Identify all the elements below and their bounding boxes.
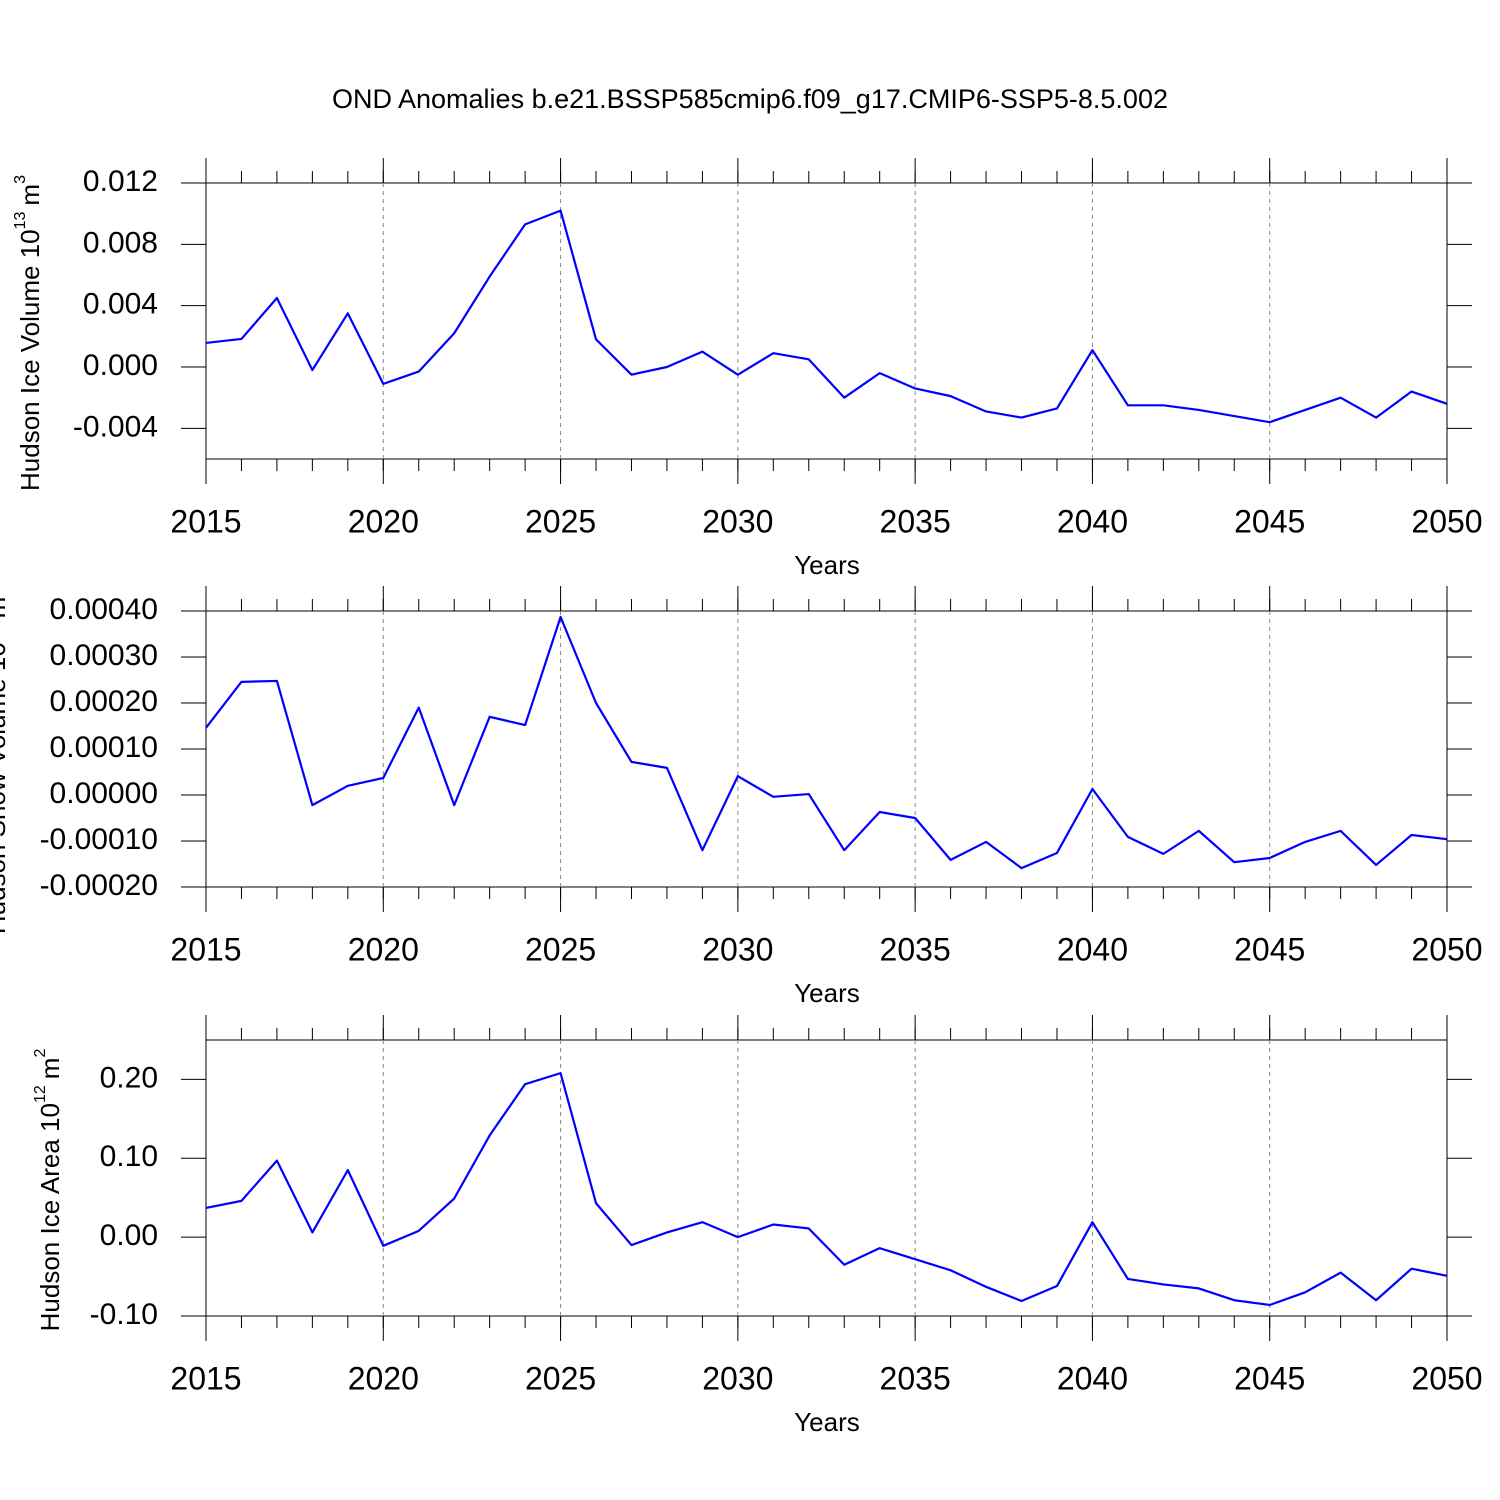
y-tick-label: -0.10 (90, 1298, 158, 1331)
y-axis-label-unit: m (0, 597, 11, 619)
x-axis-label: Years (794, 978, 860, 1008)
plot-frame (205, 182, 1448, 460)
x-tick-label: 2045 (1234, 503, 1305, 539)
x-axis-label: Years (794, 1407, 860, 1437)
x-axis-label: Years (794, 550, 860, 580)
x-tick-label: 2020 (348, 931, 419, 967)
y-tick-label: -0.004 (73, 410, 158, 443)
y-axis-label-text: Hudson Snow Volume 10 (0, 642, 11, 934)
y-axis-label-unit-exponent: 2 (32, 1049, 49, 1058)
x-tick-label: 2025 (525, 1360, 596, 1396)
y-axis-label: Hudson Snow Volume 1013m3 (0, 588, 11, 934)
y-tick-label: 0.00020 (50, 685, 158, 718)
y-tick-label: 0.00000 (50, 777, 158, 810)
y-axis-label-text: Hudson Ice Volume 10 (15, 229, 45, 491)
y-tick-label: 0.00010 (50, 731, 158, 764)
x-tick-label: 2025 (525, 931, 596, 967)
x-tick-label: 2015 (170, 503, 241, 539)
x-tick-label: 2035 (880, 503, 951, 539)
y-tick-label: 0.004 (83, 288, 158, 321)
x-tick-label: 2025 (525, 503, 596, 539)
chart-title: OND Anomalies b.e21.BSSP585cmip6.f09_g17… (332, 84, 1168, 114)
x-tick-label: 2020 (348, 503, 419, 539)
x-tick-label: 2040 (1057, 1360, 1128, 1396)
y-axis-label-unit: m (15, 184, 45, 206)
x-tick-label: 2015 (170, 1360, 241, 1396)
y-tick-label: 0.000 (83, 349, 158, 382)
y-axis-label-exponent: 12 (32, 1085, 49, 1103)
x-tick-label: 2045 (1234, 931, 1305, 967)
y-tick-label: 0.00040 (50, 593, 158, 626)
y-tick-label: -0.00010 (40, 823, 158, 856)
x-tick-label: 2050 (1411, 931, 1482, 967)
y-axis-label-text: Hudson Ice Area 10 (35, 1103, 65, 1331)
data-line (205, 615, 1448, 870)
x-tick-label: 2040 (1057, 931, 1128, 967)
x-tick-label: 2030 (702, 503, 773, 539)
x-tick-label: 2035 (880, 1360, 951, 1396)
x-tick-label: 2030 (702, 931, 773, 967)
x-tick-label: 2035 (880, 931, 951, 967)
x-tick-label: 2040 (1057, 503, 1128, 539)
x-tick-label: 2015 (170, 931, 241, 967)
y-tick-label: 0.00 (100, 1219, 158, 1252)
y-tick-label: 0.00030 (50, 639, 158, 672)
y-axis-label-unit: m (35, 1058, 65, 1080)
y-axis-label: Hudson Ice Volume 1013 m3 (12, 175, 45, 491)
x-tick-label: 2045 (1234, 1360, 1305, 1396)
y-axis-label-exponent: 13 (12, 211, 29, 229)
y-axis-label: Hudson Ice Area 1012 m2 (32, 1049, 65, 1332)
y-tick-label: 0.008 (83, 226, 158, 259)
x-tick-label: 2050 (1411, 1360, 1482, 1396)
x-tick-label: 2050 (1411, 503, 1482, 539)
x-tick-label: 2030 (702, 1360, 773, 1396)
y-tick-label: 0.20 (100, 1061, 158, 1094)
y-axis-label-unit-exponent: 3 (12, 175, 29, 184)
data-line (205, 1072, 1448, 1307)
y-tick-label: -0.00020 (40, 869, 158, 902)
x-tick-label: 2020 (348, 1360, 419, 1396)
plot-frame (205, 1039, 1448, 1317)
y-tick-label: 0.012 (83, 165, 158, 198)
y-tick-label: 0.10 (100, 1140, 158, 1173)
data-line (205, 209, 1448, 424)
